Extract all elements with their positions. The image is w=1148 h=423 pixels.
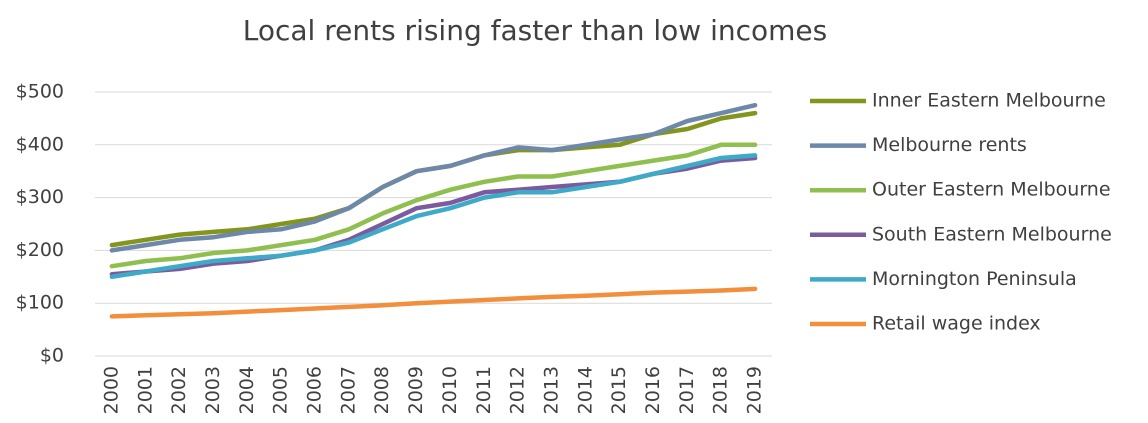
x-tick-label: 2006: [304, 366, 326, 414]
chart-title: Local rents rising faster than low incom…: [243, 14, 828, 47]
x-tick-label: 2011: [473, 366, 495, 414]
series-line: [109, 102, 758, 253]
x-tick-label: 2019: [744, 366, 766, 414]
legend-label: Outer Eastern Melbourne: [872, 179, 1111, 201]
y-tick-label: $0: [40, 345, 64, 367]
x-tick-label: 2001: [134, 366, 156, 414]
legend-label: South Eastern Melbourne: [872, 223, 1112, 245]
y-tick-label: $300: [16, 186, 64, 208]
x-tick-label: 2010: [439, 366, 461, 414]
legend-label: Melbourne rents: [872, 134, 1027, 156]
x-tick-label: 2002: [168, 366, 190, 414]
x-tick-label: 2017: [676, 366, 698, 414]
x-tick-label: 2015: [608, 366, 630, 414]
legend-label: Mornington Peninsula: [872, 268, 1077, 290]
x-tick-label: 2016: [642, 366, 664, 414]
x-tick-label: 2003: [202, 366, 224, 414]
y-tick-label: $100: [16, 292, 64, 314]
series-line: [109, 153, 758, 280]
series-line: [109, 286, 758, 319]
legend-label: Inner Eastern Melbourne: [872, 90, 1106, 112]
x-tick-label: 2000: [100, 366, 122, 414]
x-tick-label: 2008: [371, 366, 393, 414]
x-tick-label: 2005: [270, 366, 292, 414]
x-tick-label: 2004: [236, 366, 258, 414]
x-tick-label: 2009: [405, 366, 427, 414]
series-line: [109, 155, 758, 277]
legend-label: Retail wage index: [872, 313, 1041, 335]
x-tick-label: 2014: [574, 366, 596, 414]
x-tick-label: 2012: [507, 366, 529, 414]
x-tick-label: 2007: [337, 366, 359, 414]
x-tick-label: 2018: [710, 366, 732, 414]
y-tick-label: $400: [16, 133, 64, 155]
x-tick-label: 2013: [540, 366, 562, 414]
y-tick-label: $200: [16, 239, 64, 261]
series-line: [109, 142, 758, 269]
y-tick-label: $500: [16, 81, 64, 103]
